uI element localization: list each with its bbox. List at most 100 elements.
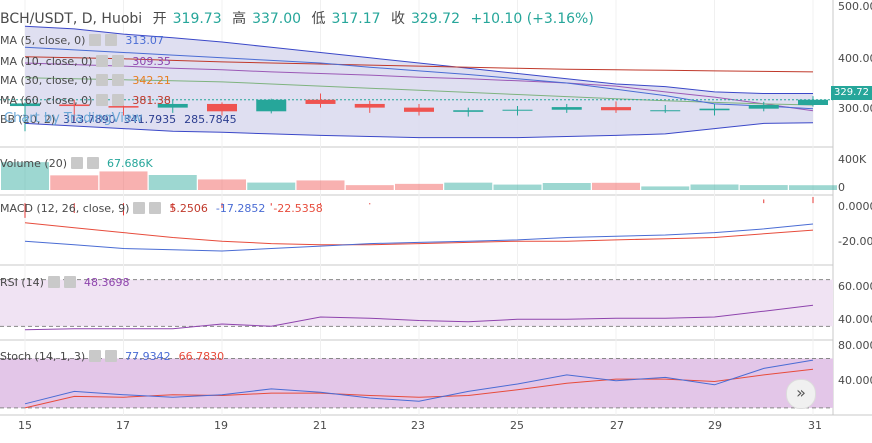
settings-icon[interactable] bbox=[89, 34, 102, 46]
ma60-label: MA (60, close, 0) bbox=[0, 93, 93, 107]
settings-icon[interactable] bbox=[71, 157, 83, 169]
volume-bar bbox=[739, 185, 788, 190]
x-tick: 25 bbox=[510, 419, 524, 432]
bb-basis-value: 313.7890 bbox=[63, 112, 116, 126]
price-tick: 400.00 bbox=[838, 52, 872, 65]
macd-hist-value: 5.2506 bbox=[169, 201, 208, 215]
ma5-label: MA (5, close, 0) bbox=[0, 33, 86, 47]
volume-bar bbox=[641, 186, 690, 190]
macd-line bbox=[24, 223, 814, 252]
stoch-legend[interactable]: Stoch (14, 1, 3) 77.9342 66.7830 bbox=[0, 348, 224, 364]
stoch-tick: 80.000 bbox=[838, 339, 872, 352]
bb-upper-line bbox=[24, 25, 813, 94]
settings-icon[interactable] bbox=[96, 55, 109, 67]
x-tick: 17 bbox=[116, 419, 130, 432]
price-tick: 300.00 bbox=[838, 102, 872, 115]
bb-upper-value: 341.7935 bbox=[123, 112, 177, 126]
candle-body bbox=[10, 103, 40, 107]
candle-body bbox=[601, 107, 631, 111]
volume-tick: 0 bbox=[838, 181, 845, 194]
macd-line-value: -17.2852 bbox=[215, 201, 266, 215]
close-icon[interactable] bbox=[63, 276, 76, 288]
candle-body bbox=[157, 103, 188, 108]
close-icon[interactable] bbox=[112, 74, 125, 86]
high-label: 高 bbox=[232, 11, 247, 27]
rsi-value: 48.3698 bbox=[83, 275, 130, 289]
ma30-line bbox=[24, 77, 814, 106]
close-icon[interactable] bbox=[112, 94, 125, 106]
macd-signal-line bbox=[24, 222, 814, 246]
open-label: 开 bbox=[152, 11, 167, 27]
symbol-label: BCH/USDT, D, Huobi bbox=[0, 11, 143, 27]
close-icon[interactable] bbox=[87, 157, 99, 169]
rsi-band bbox=[0, 279, 833, 327]
macd-signal-value: -22.5358 bbox=[273, 201, 323, 215]
ma5-legend[interactable]: MA (5, close, 0) 313.07 bbox=[0, 32, 164, 48]
candle-body bbox=[207, 103, 237, 112]
volume-bar bbox=[1, 162, 49, 190]
rsi-line bbox=[24, 304, 814, 331]
settings-icon[interactable] bbox=[47, 276, 60, 288]
bb-label: BB (20, 2) bbox=[0, 112, 56, 126]
volume-bar bbox=[395, 183, 443, 190]
close-icon[interactable] bbox=[112, 55, 125, 67]
candle-body bbox=[108, 106, 139, 108]
volume-bar bbox=[444, 182, 493, 190]
x-tick: 31 bbox=[808, 419, 822, 432]
settings-icon[interactable] bbox=[96, 94, 109, 106]
rsi-legend[interactable]: RSI (14) 48.3698 bbox=[0, 274, 129, 290]
volume-bar bbox=[789, 185, 837, 190]
tradingview-watermark[interactable]: Chart by TradingView bbox=[4, 111, 143, 126]
stoch-label: Stoch (14, 1, 3) bbox=[0, 349, 86, 363]
volume-bar bbox=[592, 182, 640, 190]
close-value: 329.72 bbox=[410, 11, 460, 27]
x-tick: 19 bbox=[214, 419, 228, 432]
ma60-line bbox=[24, 56, 814, 73]
last-price-tag: 329.72 bbox=[831, 86, 872, 100]
close-icon[interactable] bbox=[149, 202, 162, 214]
macd-legend[interactable]: MACD (12, 26, close, 9) 5.2506 -17.2852 … bbox=[0, 200, 323, 216]
volume-bar bbox=[99, 171, 148, 190]
rsi-tick: 60.000 bbox=[838, 280, 872, 293]
rsi-label: RSI (14) bbox=[0, 275, 44, 289]
candle-body bbox=[798, 99, 828, 105]
settings-icon[interactable] bbox=[96, 74, 109, 86]
change-value: +10.10 (+3.16%) bbox=[470, 11, 594, 27]
low-label: 低 bbox=[311, 11, 326, 27]
settings-icon[interactable] bbox=[89, 350, 102, 362]
close-icon[interactable] bbox=[105, 350, 118, 362]
close-label: 收 bbox=[390, 11, 405, 27]
volume-bar bbox=[247, 182, 296, 190]
stoch-band bbox=[0, 358, 833, 408]
candle-body bbox=[59, 104, 90, 107]
candle-body bbox=[650, 110, 681, 112]
low-value: 317.17 bbox=[331, 11, 381, 27]
candle-body bbox=[748, 105, 779, 109]
volume-label: Volume (20) bbox=[0, 156, 67, 170]
rsi-tick: 40.000 bbox=[838, 313, 872, 326]
candle-body bbox=[354, 103, 385, 108]
ma10-label: MA (10, close, 0) bbox=[0, 54, 93, 68]
ma10-line bbox=[24, 62, 814, 112]
ma10-legend[interactable]: MA (10, close, 0) 309.35 bbox=[0, 53, 171, 69]
volume-bar bbox=[296, 180, 345, 190]
scroll-right-button[interactable]: » bbox=[786, 379, 816, 409]
volume-bar bbox=[493, 184, 542, 190]
volume-bar bbox=[50, 175, 99, 190]
candle-body bbox=[453, 110, 484, 112]
close-icon[interactable] bbox=[105, 34, 118, 46]
candle-body bbox=[404, 107, 434, 112]
volume-bar bbox=[690, 184, 739, 190]
price-tick: 500.00 bbox=[838, 0, 872, 13]
ma60-legend[interactable]: MA (60, close, 0) 381.38 bbox=[0, 92, 171, 108]
bb-legend[interactable]: BB (20, 2) 313.7890 341.7935 285.7845 bbox=[0, 111, 237, 127]
candle-body bbox=[305, 99, 336, 104]
stoch-tick: 40.000 bbox=[838, 374, 872, 387]
x-tick: 15 bbox=[18, 419, 32, 432]
ma30-legend[interactable]: MA (30, close, 0) 342.21 bbox=[0, 72, 171, 88]
volume-bar bbox=[148, 175, 197, 190]
x-tick: 23 bbox=[411, 419, 425, 432]
settings-icon[interactable] bbox=[133, 202, 146, 214]
bb-lower-line bbox=[24, 122, 814, 139]
volume-legend[interactable]: Volume (20) 67.686K bbox=[0, 155, 153, 171]
